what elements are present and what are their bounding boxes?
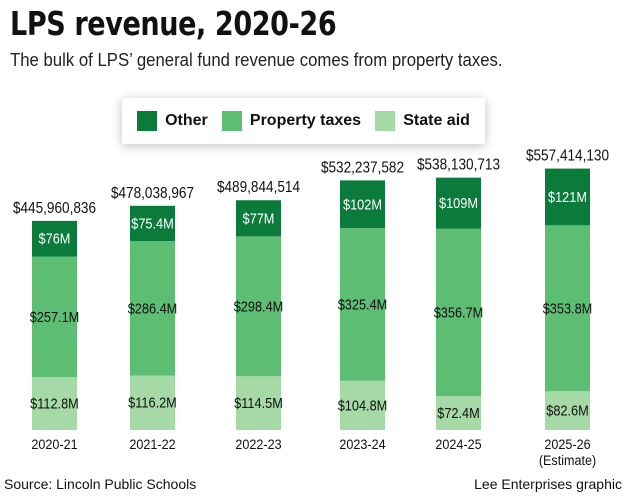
legend-label: Property taxes	[249, 112, 362, 129]
source-note: Source: Lincoln Public Schools	[4, 476, 197, 492]
segment-label: $114.5M	[234, 394, 283, 411]
segment-label: $356.7M	[434, 303, 484, 320]
bar-segment-other	[436, 177, 481, 229]
bar-segment-state-aid	[236, 376, 281, 430]
segment-label: $286.4M	[128, 299, 178, 316]
category-label: 2020-21	[31, 436, 77, 452]
legend-swatch	[221, 111, 242, 131]
bar-segment-other	[130, 205, 175, 242]
credit-note: Lee Enterprises graphic	[474, 476, 622, 492]
category-label: (Estimate)	[539, 452, 596, 468]
segment-label: $353.8M	[543, 299, 593, 316]
total-label: $445,960,836	[13, 200, 96, 217]
segment-label: $82.6M	[546, 402, 588, 419]
category-label: 2024-25	[435, 436, 481, 452]
bar-segment-other	[236, 200, 281, 237]
legend-item-other: Other	[137, 111, 208, 131]
legend-label: Other	[165, 112, 208, 129]
bar-segment-other	[340, 180, 385, 229]
bar-segment-state-aid	[545, 391, 590, 430]
segment-label: $109M	[439, 194, 478, 211]
segment-label: $298.4M	[234, 297, 284, 314]
legend-swatch	[375, 111, 396, 131]
bar-segment-state-aid	[32, 377, 77, 430]
total-label: $532,237,582	[321, 159, 404, 176]
segment-label: $121M	[548, 188, 587, 205]
legend-item-state-aid: State aid	[375, 111, 470, 131]
total-label: $557,414,130	[526, 148, 609, 165]
total-label: $478,038,967	[111, 185, 194, 202]
segment-label: $104.8M	[338, 396, 388, 413]
bar-segment-property-taxes	[130, 241, 175, 376]
segment-label: $116.2M	[128, 394, 177, 411]
bar-segment-property-taxes	[236, 236, 281, 377]
bar-segment-state-aid	[436, 396, 481, 430]
bar-segment-property-taxes	[32, 256, 77, 378]
legend-label: State aid	[403, 112, 470, 129]
legend-swatch	[137, 111, 158, 131]
category-label: 2022-23	[235, 436, 281, 452]
category-label: 2023-24	[339, 436, 385, 452]
category-label: 2025-26	[544, 436, 590, 452]
category-label: 2021-22	[129, 436, 175, 452]
bar-segment-state-aid	[130, 375, 175, 430]
bar-segment-state-aid	[340, 380, 385, 430]
segment-label: $76M	[39, 230, 71, 247]
segment-label: $77M	[243, 209, 275, 226]
bar-segment-property-taxes	[340, 228, 385, 381]
total-label: $538,130,713	[417, 157, 500, 174]
chart-subtitle: The bulk of LPS’ general fund revenue co…	[10, 50, 503, 70]
bar-segment-other	[32, 220, 77, 257]
bar-segment-property-taxes	[436, 228, 481, 397]
legend-item-property-taxes: Property taxes	[221, 111, 362, 131]
bar-segment-property-taxes	[545, 225, 590, 392]
chart-title: LPS revenue, 2020-26	[10, 4, 337, 43]
total-label: $489,844,514	[217, 179, 300, 196]
bar-segment-other	[545, 168, 590, 226]
segment-label: $257.1M	[30, 308, 80, 325]
segment-label: $112.8M	[30, 395, 79, 412]
legend: Other Property taxes State aid	[122, 98, 485, 144]
segment-label: $75.4M	[131, 214, 173, 231]
segment-label: $325.4M	[338, 296, 388, 313]
segment-label: $102M	[343, 195, 382, 212]
segment-label: $72.4M	[437, 404, 479, 421]
